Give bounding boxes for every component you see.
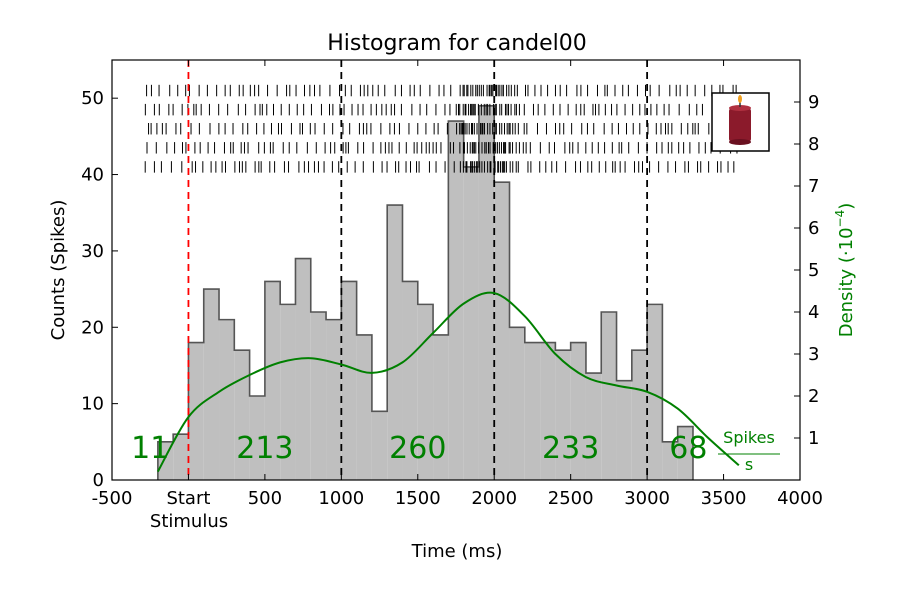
x-tick-label: 3500 <box>701 488 747 509</box>
histogram-bar <box>662 441 678 480</box>
histogram-bar <box>433 334 449 480</box>
y-tick-label: 20 <box>81 317 104 338</box>
y-axis-label: Counts (Spikes) <box>48 200 69 341</box>
histogram-bar <box>310 312 327 480</box>
y-right-tick-label: 8 <box>808 134 819 155</box>
histogram-bar <box>173 434 189 480</box>
histogram-bar <box>616 380 632 480</box>
y-right-tick-label: 2 <box>808 386 819 407</box>
density-curve <box>156 291 740 473</box>
histogram-bar <box>188 342 204 480</box>
x-tick-label: 2500 <box>548 488 594 509</box>
segment-count-label: 213 <box>236 431 293 466</box>
y-right-tick-label: 5 <box>808 260 819 281</box>
y-right-tick-label: 3 <box>808 344 819 365</box>
histogram-bar <box>203 289 220 480</box>
histogram-bar <box>647 304 663 480</box>
histogram-bar <box>448 121 464 480</box>
histogram-bar <box>387 205 403 480</box>
x-tick-label: 1000 <box>318 488 364 509</box>
y-tick-label: 10 <box>81 394 104 415</box>
segment-count-label: 11 <box>131 431 169 466</box>
histogram-bar <box>280 304 296 480</box>
y-right-tick-label: 6 <box>808 218 819 239</box>
histogram-bar <box>219 319 235 480</box>
candle-icon <box>711 92 770 152</box>
y-right-label-close: ) <box>836 203 857 210</box>
histogram-bar <box>540 342 556 480</box>
chart-title: Histogram for candel00 <box>327 31 587 56</box>
segment-count-label: 260 <box>389 431 446 466</box>
stimulus-label: Stimulus <box>150 511 228 532</box>
y-right-label-exp: −4 <box>833 210 847 228</box>
unit-numerator: Spikes <box>723 428 775 447</box>
x-tick-label: Start <box>166 488 210 509</box>
y-right-axis-label: Density (·10−4) <box>833 203 857 338</box>
x-tick-label: 3000 <box>624 488 670 509</box>
histogram-bars <box>157 105 694 481</box>
candle-top <box>729 105 751 111</box>
histogram-bar <box>524 342 541 480</box>
histogram-bar <box>601 312 617 480</box>
candle-base <box>729 139 751 145</box>
histogram-bar <box>570 342 586 480</box>
candle-body <box>729 108 751 142</box>
y-tick-label: 50 <box>81 88 104 109</box>
histogram-bar <box>264 281 281 480</box>
histogram-bar <box>249 396 265 480</box>
histogram-bar <box>463 166 479 480</box>
histogram-bar <box>402 281 418 480</box>
y-right-tick-label: 4 <box>808 302 819 323</box>
x-tick-label: 1500 <box>395 488 441 509</box>
spike-raster <box>144 84 738 173</box>
y-tick-label: 0 <box>93 470 104 491</box>
histogram-outline <box>157 105 694 480</box>
histogram-bar <box>555 350 571 480</box>
histogram-bar <box>295 258 311 480</box>
histogram-bar <box>234 350 250 480</box>
histogram-bar <box>677 426 693 480</box>
unit-label: Spikes s <box>718 428 780 474</box>
histogram-bar <box>371 411 388 480</box>
histogram-bar <box>417 304 434 480</box>
segment-count-label: 233 <box>542 431 599 466</box>
y-right-tick-label: 1 <box>808 428 819 449</box>
event-lines <box>187 60 649 480</box>
x-axis-ticks: -500 Start 500 1000 1500 2000 2500 3000 3500 4000 <box>92 60 823 509</box>
x-tick-label: 2000 <box>471 488 517 509</box>
x-tick-label: -500 <box>92 488 133 509</box>
y-tick-label: 40 <box>81 165 104 186</box>
histogram-bar <box>341 281 357 480</box>
x-tick-label: 500 <box>248 488 282 509</box>
histogram-bar <box>494 182 510 480</box>
unit-denominator: s <box>745 455 753 474</box>
candle-flame <box>738 95 742 103</box>
y-right-axis-ticks: 1 2 3 4 5 6 7 8 9 <box>794 92 819 449</box>
histogram-bar <box>509 327 525 480</box>
histogram-bar <box>585 373 602 480</box>
histogram-bar <box>356 334 372 480</box>
segment-count-label: 68 <box>669 431 707 466</box>
y-right-label-mult: ·10 <box>836 227 857 256</box>
y-right-label-main: Density ( <box>836 256 857 337</box>
x-tick-label: 4000 <box>777 488 823 509</box>
segment-counts: 11 213 260 233 68 <box>131 431 707 466</box>
x-axis-label: Time (ms) <box>411 541 503 562</box>
y-axis-ticks: 0 10 20 30 40 50 <box>81 88 118 491</box>
y-right-tick-label: 7 <box>808 176 819 197</box>
histogram-bar <box>631 350 648 480</box>
y-right-tick-label: 9 <box>808 92 819 113</box>
y-tick-label: 30 <box>81 241 104 262</box>
histogram-bar <box>326 319 342 480</box>
